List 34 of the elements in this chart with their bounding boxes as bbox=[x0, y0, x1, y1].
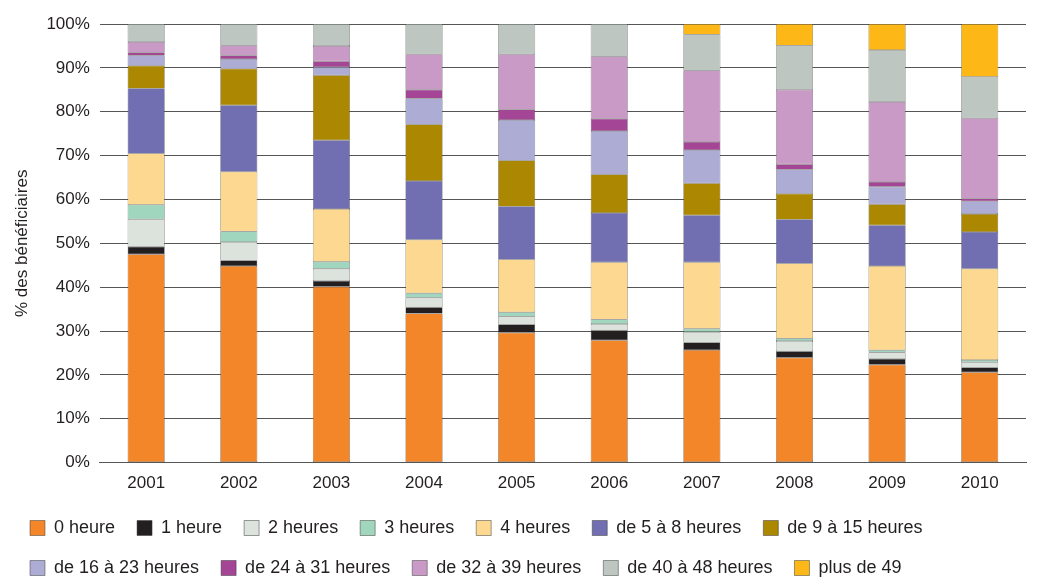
y-tick-label: 30% bbox=[55, 320, 90, 340]
legend-label: de 40 à 48 heures bbox=[627, 556, 773, 577]
y-axis-title: % des bénéficiaires bbox=[11, 169, 31, 318]
legend-label: 1 heure bbox=[161, 516, 223, 537]
legend-label: de 32 à 39 heures bbox=[436, 556, 582, 577]
x-tick-label: 2009 bbox=[868, 473, 906, 493]
y-tick-label: 70% bbox=[55, 145, 90, 165]
legend-label: de 16 à 23 heures bbox=[54, 556, 200, 577]
x-tick-label: 2006 bbox=[590, 473, 629, 493]
x-tick-label: 2007 bbox=[682, 473, 721, 493]
legend-label: 0 heure bbox=[54, 516, 116, 537]
x-tick-label: 2005 bbox=[497, 473, 536, 493]
y-tick-label: 20% bbox=[55, 364, 90, 384]
x-tick-label: 2008 bbox=[775, 473, 814, 493]
y-tick-label: 60% bbox=[55, 189, 90, 209]
y-tick-label: 90% bbox=[55, 57, 90, 77]
x-tick-label: 2001 bbox=[127, 473, 166, 493]
legend-label: de 9 à 15 heures bbox=[787, 516, 923, 537]
legend-label: 4 heures bbox=[500, 516, 571, 537]
x-tick-label: 2003 bbox=[312, 473, 351, 493]
legend-label: plus de 49 bbox=[818, 556, 902, 577]
y-tick-label: 50% bbox=[55, 232, 90, 252]
y-tick-label: 10% bbox=[55, 408, 90, 428]
y-tick-label: 100% bbox=[46, 13, 90, 33]
x-tick-label: 2004 bbox=[405, 473, 443, 493]
y-tick-label: 40% bbox=[55, 276, 90, 296]
legend-label: 3 heures bbox=[384, 516, 455, 537]
y-tick-label: 80% bbox=[55, 101, 90, 121]
legend-label: de 5 à 8 heures bbox=[616, 516, 742, 537]
legend-label: de 24 à 31 heures bbox=[245, 556, 391, 577]
x-tick-label: 2010 bbox=[960, 473, 999, 493]
x-tick-label: 2002 bbox=[219, 473, 258, 493]
legend-label: 2 heures bbox=[268, 516, 339, 537]
y-tick-label: 0% bbox=[65, 452, 90, 472]
